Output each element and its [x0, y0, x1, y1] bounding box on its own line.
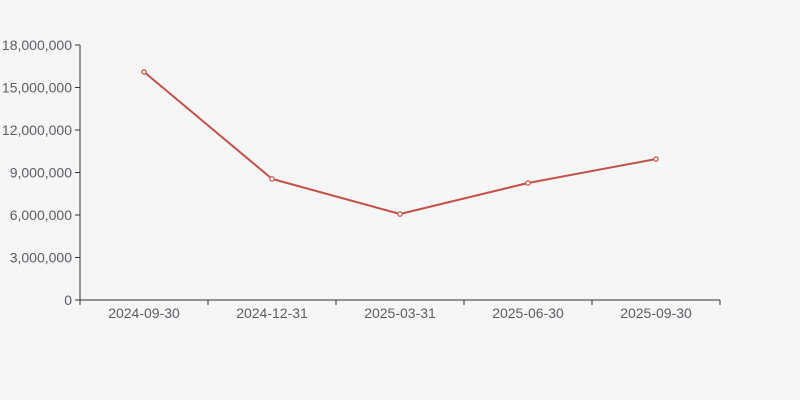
data-point-marker[interactable] [653, 156, 659, 162]
y-axis-tick-label: 6,000,000 [10, 207, 72, 223]
x-axis-tick-label: 2024-12-31 [236, 305, 308, 321]
y-axis-tick-label: 3,000,000 [10, 250, 72, 266]
y-axis-tick-label: 15,000,000 [2, 80, 72, 96]
x-axis-tick-label: 2025-03-31 [364, 305, 436, 321]
x-axis-tick-label: 2024-09-30 [108, 305, 180, 321]
y-axis-tick-label: 9,000,000 [10, 165, 72, 181]
data-point-marker[interactable] [141, 69, 147, 75]
data-point-marker[interactable] [525, 180, 531, 186]
data-point-marker[interactable] [397, 211, 403, 217]
y-axis-tick-label: 0 [64, 292, 72, 308]
y-axis-tick-label: 12,000,000 [2, 122, 72, 138]
y-axis-tick-label: 18,000,000 [2, 37, 72, 53]
data-point-marker[interactable] [269, 176, 275, 182]
x-axis-tick-label: 2025-06-30 [492, 305, 564, 321]
x-axis-tick-label: 2025-09-30 [620, 305, 692, 321]
